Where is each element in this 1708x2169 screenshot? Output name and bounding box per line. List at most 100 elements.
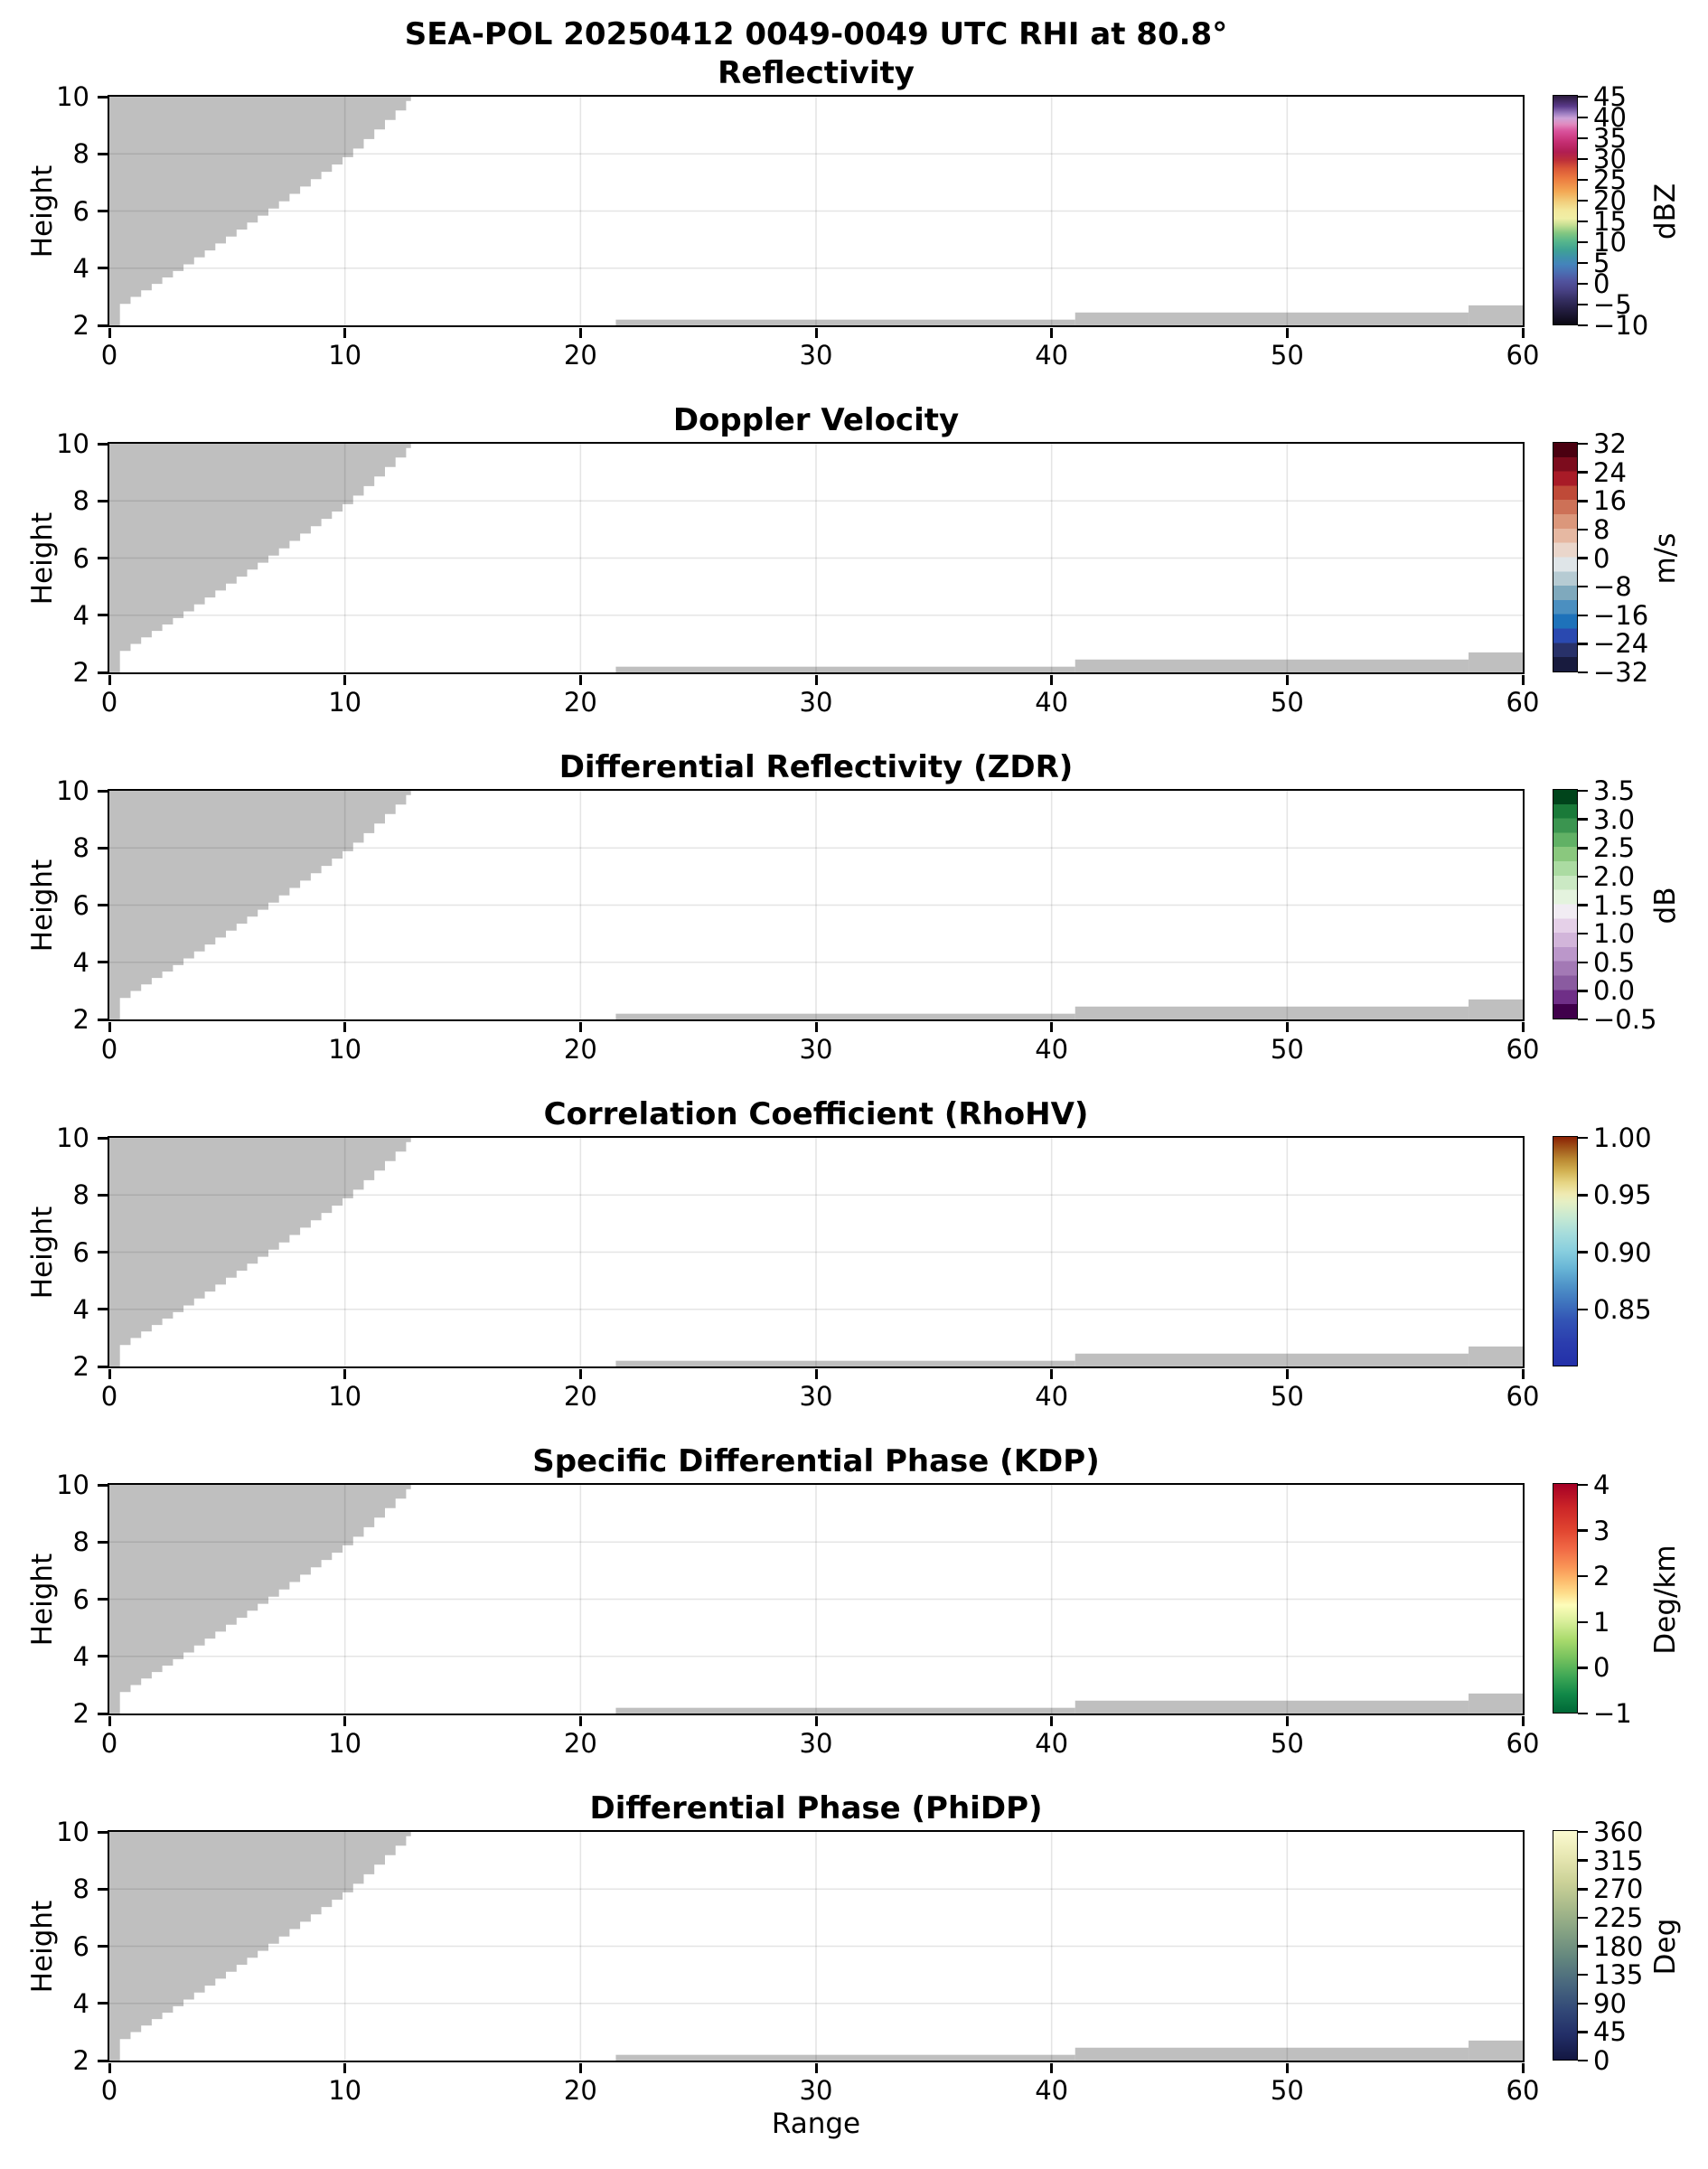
y-axis-tick-label: 8 [72, 1526, 89, 1558]
y-axis-tick [97, 1308, 108, 1311]
y-axis-tick-label: 2 [72, 657, 89, 688]
colorbar-tick [1578, 178, 1588, 182]
x-axis-tick [343, 1368, 347, 1379]
colorbar [1553, 1136, 1579, 1367]
panel-title: Differential Reflectivity (ZDR) [558, 749, 1074, 785]
y-axis-tick-label: 2 [72, 310, 89, 341]
y-axis-tick-label: 6 [72, 195, 89, 227]
y-axis-tick-label: 6 [72, 889, 89, 921]
x-axis-tick [1521, 674, 1525, 685]
x-axis-tick [343, 674, 347, 685]
x-axis-tick [1050, 327, 1054, 338]
colorbar-tick [1578, 136, 1588, 140]
x-axis-tick-label: 40 [1035, 687, 1069, 718]
x-axis-tick-label: 0 [100, 1728, 118, 1759]
x-axis-tick [1285, 674, 1289, 685]
colorbar-tick-label: 1.5 [1593, 889, 1636, 921]
no-data-mask-strip [1468, 1693, 1523, 1714]
x-axis-tick [578, 1368, 582, 1379]
no-data-mask-strip [1075, 312, 1469, 325]
x-axis-tick [1285, 1368, 1289, 1379]
colorbar-tick [1578, 1667, 1588, 1669]
colorbar-tick [1578, 1529, 1588, 1532]
colorbar-tick [1578, 643, 1588, 645]
y-axis-tick-label: 4 [72, 1640, 89, 1672]
colorbar-tick-label: 360 [1593, 1817, 1644, 1847]
no-data-mask-strip [615, 1013, 1075, 1019]
colorbar-tick [1578, 614, 1588, 616]
y-axis-tick [97, 1251, 108, 1254]
y-axis-tick [97, 1193, 108, 1197]
colorbar-tick-label: 2.5 [1593, 832, 1636, 864]
colorbar-tick-label: 10 [1593, 227, 1627, 258]
y-axis-tick [97, 1136, 108, 1140]
y-axis-tick-label: 2 [72, 1351, 89, 1382]
x-axis-tick-label: 30 [799, 1381, 833, 1412]
x-axis-tick [1285, 1715, 1289, 1726]
no-data-mask-strip [1468, 305, 1523, 325]
x-axis-tick [1050, 674, 1054, 685]
plot-svg [108, 1484, 1523, 1714]
no-data-mask-wedge [108, 96, 411, 325]
x-axis-tick [814, 1021, 818, 1032]
panel-title: Specific Differential Phase (KDP) [532, 1443, 1100, 1479]
y-axis-tick [97, 442, 108, 446]
y-axis-tick [97, 1483, 108, 1487]
colorbar-tick-label: 30 [1593, 144, 1627, 174]
colorbar-tick [1578, 500, 1588, 502]
y-axis-tick [97, 267, 108, 270]
colorbar-tick-label: 0.5 [1593, 946, 1636, 978]
y-axis-label: Height [26, 512, 59, 605]
colorbar-tick-label: 45 [1593, 81, 1627, 112]
y-axis-tick-label: 6 [72, 1236, 89, 1268]
y-axis-tick-label: 10 [56, 775, 89, 806]
y-axis-tick [97, 1365, 108, 1368]
colorbar-tick-label: 32 [1593, 428, 1627, 459]
x-axis-tick-label: 20 [563, 1728, 597, 1759]
no-data-mask-wedge [108, 1137, 411, 1366]
colorbar-tick-label: 1 [1593, 1606, 1610, 1638]
y-axis-tick [97, 1540, 108, 1544]
x-axis-tick [1521, 1715, 1525, 1726]
colorbar-tick-label: 0 [1593, 542, 1610, 574]
colorbar-tick-label: −32 [1593, 657, 1649, 688]
y-axis-tick [97, 1598, 108, 1601]
colorbar-tick [1578, 818, 1588, 821]
x-axis-tick [814, 674, 818, 685]
colorbar-tick [1578, 1712, 1588, 1715]
colorbar-tick [1578, 303, 1588, 306]
colorbar-tick-label: 4 [1593, 1469, 1610, 1500]
colorbar-tick [1578, 261, 1588, 265]
x-axis-tick-label: 10 [328, 1728, 362, 1759]
x-axis-tick-label: 50 [1270, 1728, 1304, 1759]
y-axis-tick [97, 671, 108, 674]
colorbar-tick [1578, 1888, 1588, 1891]
x-axis-tick-label: 10 [328, 1381, 362, 1412]
x-axis-tick-label: 20 [563, 1034, 597, 1065]
x-axis-tick-label: 10 [328, 687, 362, 718]
colorbar-unit-label: m/s [1649, 532, 1682, 584]
colorbar [1553, 442, 1579, 673]
no-data-mask-strip [615, 1360, 1075, 1366]
colorbar-unit-label: Deg/km [1649, 1544, 1682, 1655]
colorbar-tick-label: 20 [1593, 185, 1627, 216]
colorbar-tick [1578, 1620, 1588, 1624]
no-data-mask-strip [1468, 652, 1523, 672]
colorbar-tick-label: −16 [1593, 599, 1649, 631]
colorbar-tick-label: 270 [1593, 1873, 1644, 1905]
x-axis-tick [814, 2062, 818, 2073]
x-axis-tick-label: 40 [1035, 1034, 1069, 1065]
y-axis-tick [97, 1830, 108, 1834]
no-data-mask-strip [615, 319, 1075, 325]
colorbar-tick-label: 0 [1593, 2045, 1610, 2076]
colorbar-tick-label: 3.5 [1593, 775, 1636, 806]
colorbar-tick [1578, 2059, 1588, 2062]
y-axis-label: Height [26, 859, 59, 952]
y-axis-label: Height [26, 1206, 59, 1299]
x-axis-tick-label: 10 [328, 2075, 362, 2106]
colorbar-tick [1578, 671, 1588, 674]
x-axis-tick-label: 0 [100, 687, 118, 718]
x-axis-tick [578, 674, 582, 685]
panel-title: Doppler Velocity [672, 402, 960, 438]
colorbar-tick-label: −10 [1593, 310, 1649, 341]
